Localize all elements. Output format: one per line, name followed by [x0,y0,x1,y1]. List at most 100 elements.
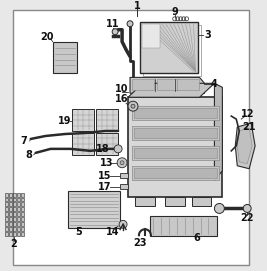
Text: 2: 2 [10,239,17,249]
Text: 15: 15 [97,171,111,181]
Bar [120,173,128,178]
Bar [13,193,16,196]
Text: 18: 18 [96,144,110,154]
Polygon shape [130,78,205,93]
Bar [134,168,217,178]
Bar [9,222,12,226]
Bar [13,208,16,211]
Text: 20: 20 [40,32,53,42]
Circle shape [131,104,135,108]
Text: 7: 7 [20,136,27,146]
Bar [72,133,94,155]
Bar [5,212,8,216]
Bar [17,202,20,207]
Bar [135,196,155,207]
Bar [13,202,16,207]
Bar [17,227,20,231]
Circle shape [243,205,251,212]
Bar [21,232,24,236]
Bar [9,212,12,216]
Bar [177,79,199,90]
Bar [13,198,16,202]
Bar [132,106,219,120]
Bar [17,208,20,211]
Text: 21: 21 [242,122,256,132]
Bar [21,208,24,211]
Circle shape [214,204,224,213]
Text: 8: 8 [25,150,32,160]
Text: 5: 5 [75,227,82,237]
Bar [132,126,219,140]
Polygon shape [237,128,252,164]
Bar [9,208,12,211]
Bar [9,193,12,196]
Bar [132,146,219,160]
Bar [192,196,211,207]
Bar [72,109,94,131]
Bar [96,109,118,131]
Bar [128,97,222,196]
Bar [157,79,179,90]
Circle shape [117,158,127,168]
Bar [5,202,8,207]
Text: 13: 13 [99,158,113,168]
Bar [120,184,128,189]
Text: 11: 11 [106,19,120,29]
Text: 1: 1 [134,1,140,11]
Bar [21,198,24,202]
Text: 14: 14 [106,227,120,237]
Bar [21,212,24,216]
Bar [132,79,154,90]
Bar [5,232,8,236]
Circle shape [119,220,127,228]
Bar [5,227,8,231]
Text: 3: 3 [204,30,211,40]
Bar [17,193,20,196]
Polygon shape [235,123,255,169]
Bar [5,208,8,211]
Text: 6: 6 [193,233,200,243]
Polygon shape [128,83,214,97]
Bar [17,232,20,236]
Bar [17,212,20,216]
Circle shape [128,101,138,111]
Bar [5,193,8,196]
Text: 22: 22 [241,213,254,223]
Bar [21,222,24,226]
Circle shape [112,29,118,35]
Bar [134,148,217,158]
Text: 10: 10 [115,84,129,94]
Bar [13,10,249,265]
Bar [5,222,8,226]
Bar [13,217,16,221]
Bar [5,198,8,202]
Bar [140,22,198,73]
Bar [17,198,20,202]
Bar [150,216,217,236]
Bar [13,222,16,226]
Text: 16: 16 [115,94,129,104]
Bar [13,212,16,216]
Text: 9: 9 [171,7,178,17]
Bar [142,24,160,48]
Bar [9,227,12,231]
Bar [132,166,219,180]
Bar [9,232,12,236]
Bar [9,202,12,207]
Text: 12: 12 [241,109,254,119]
Bar [68,191,120,228]
Text: 19: 19 [58,116,71,126]
Bar [21,193,24,196]
Bar [96,133,118,155]
Text: 17: 17 [97,182,111,192]
Bar [13,227,16,231]
Text: 23: 23 [133,238,147,248]
Bar [17,217,20,221]
Bar [13,232,16,236]
Bar [17,222,20,226]
Bar [134,108,217,118]
Bar [53,42,77,73]
Text: 4: 4 [211,79,218,89]
Circle shape [127,21,133,27]
Bar [9,217,12,221]
